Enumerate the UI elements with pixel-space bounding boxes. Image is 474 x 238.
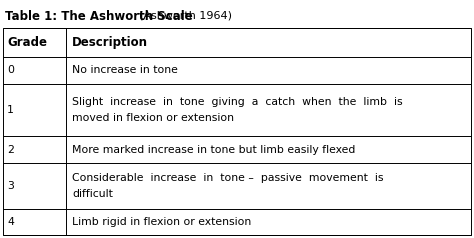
- Text: Grade: Grade: [7, 36, 47, 49]
- Text: Limb rigid in flexion or extension: Limb rigid in flexion or extension: [72, 217, 251, 227]
- Text: 4: 4: [7, 217, 14, 227]
- Text: moved in flexion or extension: moved in flexion or extension: [72, 113, 234, 123]
- Text: 3: 3: [7, 181, 14, 191]
- Text: Description: Description: [72, 36, 148, 49]
- Text: 2: 2: [7, 144, 14, 154]
- Text: More marked increase in tone but limb easily flexed: More marked increase in tone but limb ea…: [72, 144, 356, 154]
- Text: 0: 0: [7, 65, 14, 75]
- Text: No increase in tone: No increase in tone: [72, 65, 178, 75]
- Text: Slight  increase  in  tone  giving  a  catch  when  the  limb  is: Slight increase in tone giving a catch w…: [72, 97, 403, 107]
- Text: difficult: difficult: [72, 189, 113, 199]
- Text: 1: 1: [7, 105, 14, 115]
- Text: Considerable  increase  in  tone –  passive  movement  is: Considerable increase in tone – passive …: [72, 173, 383, 183]
- Text: Table 1: The Ashworth Scale: Table 1: The Ashworth Scale: [5, 10, 197, 23]
- Text: (Ashworth 1964): (Ashworth 1964): [139, 10, 232, 20]
- Bar: [3, 28, 471, 235]
